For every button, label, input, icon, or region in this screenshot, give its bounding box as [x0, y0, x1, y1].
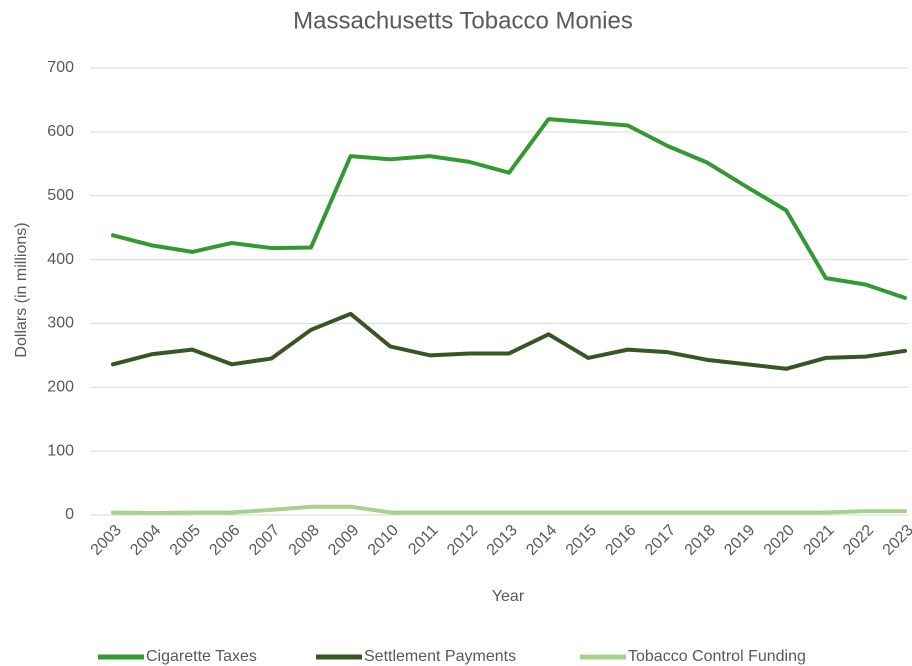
x-tick-label: 2004	[127, 522, 164, 559]
x-tick-label: 2019	[721, 522, 758, 559]
series-line	[111, 311, 907, 371]
y-tick-label: 200	[47, 379, 74, 396]
x-axis-label: Year	[492, 588, 525, 605]
y-axis-label: Dollars (in millions)	[13, 222, 30, 357]
x-tick-label: 2012	[444, 522, 481, 559]
x-tick-label: 2017	[642, 522, 679, 559]
series-line	[111, 504, 907, 516]
legend-label: Settlement Payments	[364, 648, 516, 665]
x-tick-label: 2011	[405, 522, 441, 558]
y-tick-label: 700	[47, 59, 74, 76]
legend-label: Cigarette Taxes	[146, 648, 257, 665]
y-tick-label: 400	[47, 251, 74, 268]
chart-title: Massachusetts Tobacco Monies	[293, 7, 633, 34]
x-tick-label: 2016	[602, 522, 639, 559]
y-tick-label: 100	[47, 442, 74, 459]
x-tick-label: 2013	[484, 522, 521, 559]
x-tick-label: 2015	[563, 522, 600, 559]
x-tick-label: 2020	[761, 522, 798, 559]
y-tick-label: 300	[47, 315, 74, 332]
y-tick-label: 600	[47, 123, 74, 140]
x-tick-label: 2009	[325, 522, 362, 559]
x-tick-label: 2003	[88, 522, 125, 559]
x-tick-label: 2008	[286, 522, 323, 559]
x-tick-label: 2006	[206, 522, 243, 559]
y-tick-label: 500	[47, 187, 74, 204]
legend-label: Tobacco Control Funding	[628, 648, 806, 665]
x-tick-label: 2022	[840, 522, 877, 559]
x-tick-label: 2014	[523, 522, 560, 559]
x-tick-label: 2010	[365, 522, 402, 559]
series-line	[111, 117, 907, 300]
x-tick-label: 2018	[682, 522, 719, 559]
x-tick-label: 2007	[246, 522, 283, 559]
x-tick-label: 2021	[800, 522, 837, 559]
x-tick-label: 2005	[167, 522, 204, 559]
x-tick-label: 2023	[880, 522, 912, 559]
y-tick-label: 0	[65, 506, 74, 523]
